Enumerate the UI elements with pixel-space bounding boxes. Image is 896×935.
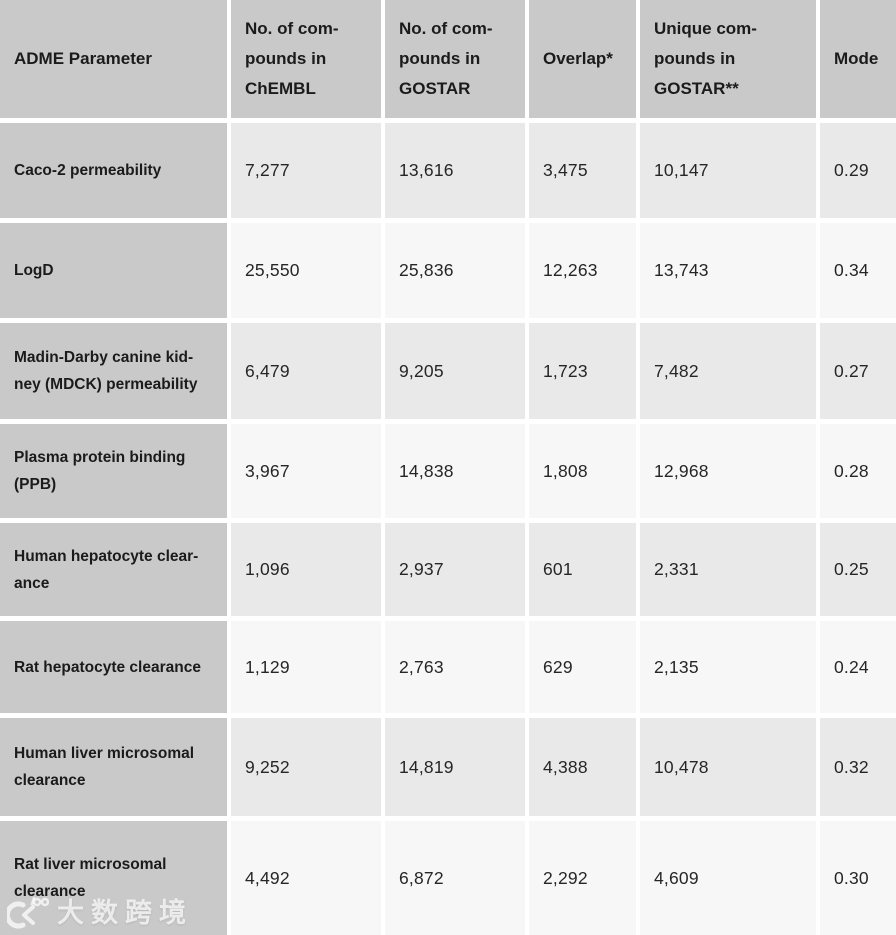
cell-mode: 0.34 — [820, 223, 896, 318]
cell-gostar: 2,937 — [385, 523, 525, 616]
cell-unique: 12,968 — [640, 424, 816, 518]
cell-mode: 0.30 — [820, 821, 896, 935]
cell-mode: 0.27 — [820, 323, 896, 419]
cell-gostar: 9,205 — [385, 323, 525, 419]
cell-overlap: 629 — [529, 621, 636, 713]
cell-mode: 0.32 — [820, 718, 896, 816]
header-overlap: Overlap* — [529, 0, 636, 118]
cell-mode: 0.24 — [820, 621, 896, 713]
header-compounds-chembl: No. of com- pounds in ChEMBL — [231, 0, 381, 118]
cell-mode: 0.29 — [820, 123, 896, 218]
cell-chembl: 4,492 — [231, 821, 381, 935]
row-parameter: Human hepatocyte clear- ance — [0, 523, 227, 616]
header-unique-gostar: Unique com- pounds in GOSTAR** — [640, 0, 816, 118]
row-parameter: Caco-2 permeability — [0, 123, 227, 218]
header-adme-parameter: ADME Parameter — [0, 0, 227, 118]
cell-chembl: 25,550 — [231, 223, 381, 318]
cell-overlap: 601 — [529, 523, 636, 616]
cell-unique: 2,331 — [640, 523, 816, 616]
cell-unique: 10,147 — [640, 123, 816, 218]
cell-gostar: 2,763 — [385, 621, 525, 713]
cell-overlap: 4,388 — [529, 718, 636, 816]
header-compounds-gostar: No. of com- pounds in GOSTAR — [385, 0, 525, 118]
row-parameter: Madin-Darby canine kid- ney (MDCK) perme… — [0, 323, 227, 419]
header-mode: Mode — [820, 0, 896, 118]
cell-unique: 7,482 — [640, 323, 816, 419]
cell-overlap: 1,723 — [529, 323, 636, 419]
row-parameter: Rat liver microsomal clearance — [0, 821, 227, 935]
cell-overlap: 1,808 — [529, 424, 636, 518]
cell-mode: 0.28 — [820, 424, 896, 518]
cell-chembl: 3,967 — [231, 424, 381, 518]
cell-unique: 2,135 — [640, 621, 816, 713]
cell-gostar: 14,838 — [385, 424, 525, 518]
row-parameter: LogD — [0, 223, 227, 318]
cell-gostar: 6,872 — [385, 821, 525, 935]
cell-unique: 10,478 — [640, 718, 816, 816]
cell-chembl: 6,479 — [231, 323, 381, 419]
cell-chembl: 7,277 — [231, 123, 381, 218]
cell-gostar: 13,616 — [385, 123, 525, 218]
cell-unique: 13,743 — [640, 223, 816, 318]
cell-overlap: 3,475 — [529, 123, 636, 218]
cell-overlap: 12,263 — [529, 223, 636, 318]
cell-chembl: 1,129 — [231, 621, 381, 713]
row-parameter: Human liver microsomal clearance — [0, 718, 227, 816]
cell-gostar: 14,819 — [385, 718, 525, 816]
cell-chembl: 1,096 — [231, 523, 381, 616]
cell-chembl: 9,252 — [231, 718, 381, 816]
cell-overlap: 2,292 — [529, 821, 636, 935]
row-parameter: Rat hepatocyte clearance — [0, 621, 227, 713]
cell-gostar: 25,836 — [385, 223, 525, 318]
cell-mode: 0.25 — [820, 523, 896, 616]
row-parameter: Plasma protein binding (PPB) — [0, 424, 227, 518]
cell-unique: 4,609 — [640, 821, 816, 935]
